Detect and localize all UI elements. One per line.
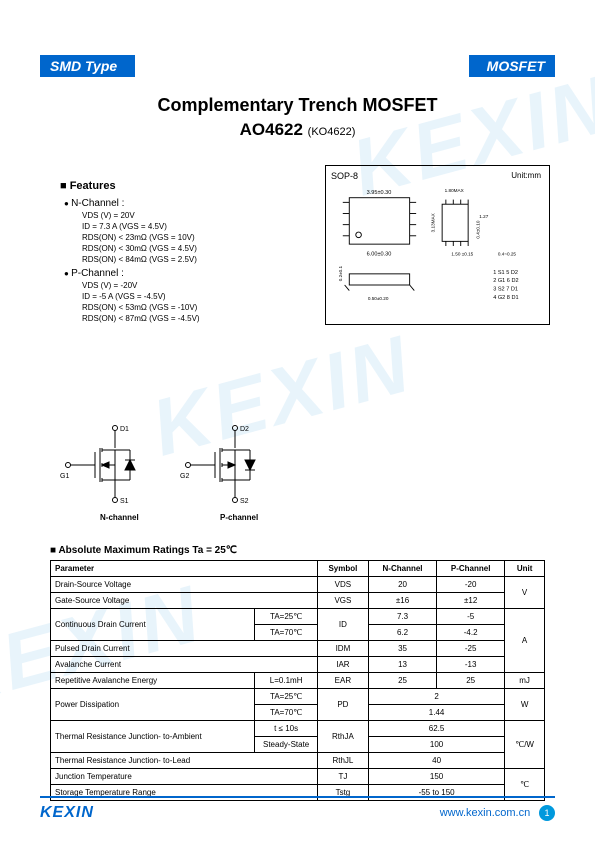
svg-text:N-channel: N-channel xyxy=(100,513,139,522)
spec-line: VDS (V) = 20V xyxy=(82,211,320,220)
table-row: Gate-Source VoltageVGS±16±12 xyxy=(51,593,545,609)
table-row: Drain-Source VoltageVDS20-20V xyxy=(51,577,545,593)
title-block: Complementary Trench MOSFET AO4622 (KO46… xyxy=(0,95,595,140)
svg-text:S2: S2 xyxy=(240,498,249,505)
col-param: Parameter xyxy=(51,561,318,577)
spec-line: RDS(ON) < 23mΩ (VGS = 10V) xyxy=(82,233,320,242)
spec-line: ID = -5 A (VGS = -4.5V) xyxy=(82,292,320,301)
svg-text:P-channel: P-channel xyxy=(220,513,258,522)
svg-text:3.13MAX: 3.13MAX xyxy=(431,213,436,232)
ratings-section: Absolute Maximum Ratings Ta = 25℃ Parame… xyxy=(50,545,545,801)
spec-line: ID = 7.3 A (VGS = 4.5V) xyxy=(82,222,320,231)
features-heading: Features xyxy=(60,180,320,192)
ratings-table: Parameter Symbol N-Channel P-Channel Uni… xyxy=(50,560,545,801)
title-part: AO4622 (KO4622) xyxy=(0,120,595,140)
circuit-diagram: D1 S1 G1 N-channel D2 xyxy=(60,420,300,530)
svg-text:0.4~0.25: 0.4~0.25 xyxy=(498,251,517,256)
table-row: Repetitive Avalanche EnergyL=0.1mHEAR252… xyxy=(51,673,545,689)
table-row: Thermal Resistance Junction- to-LeadRthJ… xyxy=(51,753,545,769)
svg-text:G1: G1 xyxy=(60,473,69,480)
table-row: Power DissipationTA=25℃PD2W xyxy=(51,689,545,705)
col-unit: Unit xyxy=(505,561,545,577)
table-row: Avalanche CurrentIAR13-13 xyxy=(51,657,545,673)
svg-text:1.50 ±0.15: 1.50 ±0.15 xyxy=(451,251,473,256)
package-label: SOP-8 xyxy=(331,171,358,181)
svg-text:6.00±0.30: 6.00±0.30 xyxy=(367,251,392,257)
table-row: Continuous Drain CurrentTA=25℃ID7.3-5A xyxy=(51,609,545,625)
package-drawing: SOP-8 Unit:mm 3.95±0.30 6.00±0.30 1.80MA… xyxy=(325,165,550,325)
svg-text:0.50±0.20: 0.50±0.20 xyxy=(368,296,389,301)
page-number: 1 xyxy=(539,805,555,821)
table-row: Thermal Resistance Junction- to-Ambientt… xyxy=(51,721,545,737)
spec-line: VDS (V) = -20V xyxy=(82,281,320,290)
svg-text:4 G2 8 D1: 4 G2 8 D1 xyxy=(493,295,518,301)
svg-text:1.80MAX: 1.80MAX xyxy=(445,188,464,193)
p-channel-label: P-Channel : xyxy=(64,268,320,279)
col-nch: N-Channel xyxy=(368,561,436,577)
svg-text:0.2±0.1: 0.2±0.1 xyxy=(338,265,343,281)
svg-text:1.27: 1.27 xyxy=(479,214,488,219)
header-category: SMD Type xyxy=(40,55,135,77)
svg-text:D2: D2 xyxy=(240,426,249,433)
footer-url: www.kexin.com.cn xyxy=(440,807,530,819)
svg-text:S1: S1 xyxy=(120,498,129,505)
spec-line: RDS(ON) < 84mΩ (VGS = 2.5V) xyxy=(82,255,320,264)
svg-text:3 S2 7 D1: 3 S2 7 D1 xyxy=(493,287,518,293)
header-type: MOSFET xyxy=(469,55,555,77)
svg-text:1 S1 5 D2: 1 S1 5 D2 xyxy=(493,270,518,276)
col-symbol: Symbol xyxy=(317,561,368,577)
table-row: Junction TemperatureTJ150℃ xyxy=(51,769,545,785)
n-channel-label: N-Channel : xyxy=(64,198,320,209)
spec-line: RDS(ON) < 53mΩ (VGS = -10V) xyxy=(82,303,320,312)
package-unit: Unit:mm xyxy=(511,171,541,180)
spec-line: RDS(ON) < 87mΩ (VGS = -4.5V) xyxy=(82,314,320,323)
col-pch: P-Channel xyxy=(437,561,505,577)
header-bar: SMD Type MOSFET xyxy=(40,55,555,77)
svg-text:G2: G2 xyxy=(180,473,189,480)
footer-right: www.kexin.com.cn 1 xyxy=(440,805,555,821)
title-main: Complementary Trench MOSFET xyxy=(0,95,595,116)
svg-text:2 G1 6 D2: 2 G1 6 D2 xyxy=(493,278,518,284)
table-row: Pulsed Drain CurrentIDM35-25 xyxy=(51,641,545,657)
footer: KEXIN www.kexin.com.cn 1 xyxy=(40,796,555,822)
svg-text:0.4±0.10: 0.4±0.10 xyxy=(475,220,480,238)
spec-line: RDS(ON) < 30mΩ (VGS = 4.5V) xyxy=(82,244,320,253)
features-section: Features N-Channel : VDS (V) = 20V ID = 7… xyxy=(60,180,320,325)
footer-logo: KEXIN xyxy=(40,804,94,822)
package-svg: 3.95±0.30 6.00±0.30 1.80MAX 3.13MAX 1.27… xyxy=(331,181,544,311)
svg-text:3.95±0.30: 3.95±0.30 xyxy=(367,190,392,196)
svg-text:D1: D1 xyxy=(120,426,129,433)
ratings-heading: Absolute Maximum Ratings Ta = 25℃ xyxy=(50,545,545,556)
